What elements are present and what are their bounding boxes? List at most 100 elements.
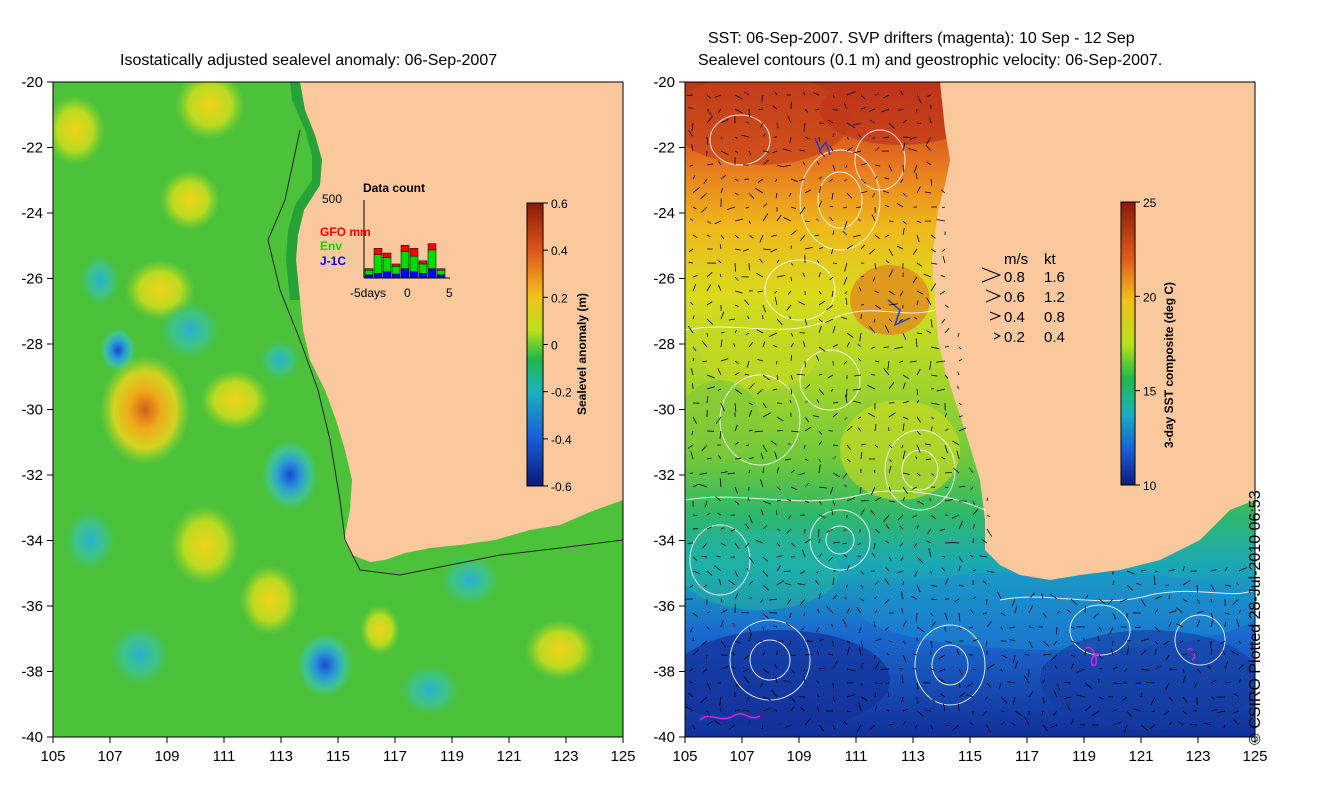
sst-map (685, 82, 1255, 737)
colorbar-tick-label: 25 (1143, 196, 1157, 210)
sst-x-tick-label: 119 (1072, 748, 1096, 765)
sst-colorbar-label: 3-day SST composite (deg C) (1162, 282, 1176, 448)
sst-x-tick-label: 105 (672, 748, 697, 765)
colorbar-tick-label: 20 (1143, 290, 1157, 304)
inset-bar-j1c (391, 273, 401, 279)
legend-j1c: J-1C (320, 254, 346, 268)
inset-bar-j1c (364, 274, 374, 279)
inset-x-left: -5days (350, 286, 386, 300)
inset-ymax: 500 (322, 192, 342, 206)
sla-x-tick-label: 111 (213, 748, 236, 765)
colorbar-tick-label: -0.6 (551, 480, 572, 494)
sst-x-tick-label: 107 (729, 748, 754, 765)
sla-colorbar-label: Sealevel anomaly (m) (575, 293, 589, 415)
inset-bar-gfo (400, 244, 410, 252)
inset-bar-j1c (382, 271, 392, 279)
legend-env: Env (320, 239, 342, 253)
inset-bar-env (409, 255, 419, 273)
sst-y-tick-label: -20 (653, 74, 675, 91)
inset-title: Data count (363, 181, 425, 195)
sla-x-tick-label: 121 (496, 748, 521, 765)
left-panel-title: Isostatically adjusted sealevel anomaly:… (120, 52, 498, 69)
colorbar-tick-label: -0.4 (551, 433, 572, 447)
inset-bar-gfo (373, 248, 383, 255)
sla-x-tick-label: 119 (440, 748, 464, 765)
velocity-ms-value: 0.4 (1004, 309, 1025, 326)
velocity-ms-value: 0.6 (1004, 289, 1025, 306)
sst-y-tick-label: -36 (653, 598, 675, 615)
inset-bar-j1c (373, 273, 383, 279)
colorbar-tick-label: 15 (1143, 385, 1157, 399)
sst-x-tick-label: 117 (1015, 748, 1039, 765)
sla-y-tick-label: -24 (21, 205, 43, 222)
sst-y-tick-label: -40 (653, 729, 675, 746)
right-panel-title-line1: SST: 06-Sep-2007. SVP drifters (magenta)… (708, 30, 1135, 47)
inset-bar-env (364, 269, 374, 276)
inset-bar-gfo (364, 268, 374, 271)
inset-x-right: 5 (446, 286, 453, 300)
inset-bar-env (373, 254, 383, 274)
sst-y-tick-label: -30 (653, 402, 675, 419)
inset-bar-env (427, 249, 437, 269)
velocity-kt-value: 1.6 (1044, 269, 1065, 286)
sst-x-tick-label: 115 (958, 748, 982, 765)
colorbar-tick-label: 0 (551, 339, 558, 353)
sla-x-axis: 105 107 109 111 113 115 117 119 121 123 125 (40, 737, 636, 765)
inset-bar-j1c (409, 271, 419, 279)
sla-y-tick-label: -22 (21, 140, 43, 157)
inset-bar-gfo (409, 248, 419, 257)
sst-y-tick-label: -24 (653, 205, 675, 222)
sst-x-tick-label: 109 (786, 748, 811, 765)
sst-x-axis: 105 107 109 111 113 115 117 119 121 123 125 (672, 737, 1268, 765)
data-count-inset: Data count 500 GFO mm Env J-1C -5days 0 … (320, 181, 453, 300)
velocity-kt-value: 1.2 (1044, 289, 1065, 306)
right-panel-title-line2: Sealevel contours (0.1 m) and geostrophi… (698, 52, 1163, 69)
velocity-header-ms: m/s (1004, 251, 1028, 268)
sla-y-axis: -20 -22 -24 -26 -28 -30 -32 -34 -36 -38 -40 (21, 74, 53, 746)
inset-bar-j1c (427, 268, 437, 279)
sst-y-tick-label: -32 (653, 467, 675, 484)
sst-y-tick-label: -26 (653, 271, 675, 288)
velocity-ms-value: 0.8 (1004, 269, 1025, 286)
sst-x-tick-label: 111 (845, 748, 868, 765)
sla-x-tick-label: 105 (40, 748, 65, 765)
velocity-legend: m/s kt 0.8 1.6 0.6 1.2 0.4 0.8 0.2 0.4 (981, 251, 1065, 346)
sla-y-tick-label: -38 (21, 664, 43, 681)
sst-y-tick-label: -28 (653, 336, 675, 353)
inset-bar-env (382, 257, 392, 273)
sla-y-tick-label: -28 (21, 336, 43, 353)
inset-bar-j1c (436, 274, 446, 279)
sst-x-tick-label: 123 (1185, 748, 1210, 765)
sst-x-tick-label: 125 (1242, 748, 1267, 765)
inset-bar-j1c (400, 268, 410, 279)
sla-x-tick-label: 117 (383, 748, 407, 765)
inset-x-mid: 0 (404, 286, 411, 300)
sla-y-tick-label: -20 (21, 74, 43, 91)
sst-y-tick-label: -38 (653, 664, 675, 681)
sla-y-tick-label: -34 (21, 533, 43, 550)
sst-x-tick-label: 113 (901, 748, 925, 765)
sla-x-tick-label: 107 (97, 748, 122, 765)
inset-bar-gfo (382, 252, 392, 258)
velocity-kt-value: 0.8 (1044, 309, 1065, 326)
credit-text: © CSIRO Plotted 28-Jul-2010 06:53 (1247, 490, 1264, 745)
velocity-ms-value: 0.2 (1004, 329, 1025, 346)
sla-x-tick-label: 109 (154, 748, 179, 765)
colorbar-tick-label: -0.2 (551, 386, 572, 400)
sla-x-tick-label: 115 (326, 748, 350, 765)
colorbar-tick-label: 0.6 (551, 197, 568, 211)
sla-x-tick-label: 125 (610, 748, 635, 765)
inset-bar-gfo (436, 268, 446, 271)
colorbar-tick-label: 10 (1143, 479, 1157, 493)
sla-colorbar: 0.6 0.4 0.2 0 -0.2 -0.4 -0.6 Sealevel anomaly … (526, 197, 589, 494)
inset-bar-gfo (418, 260, 428, 265)
sst-y-tick-label: -34 (653, 533, 675, 550)
inset-bar-env (391, 266, 401, 275)
inset-bar-env (400, 251, 410, 269)
sst-colorbar: 25 20 15 10 3-day SST composite (deg C) (1120, 196, 1176, 493)
inset-bar-env (436, 269, 446, 276)
legend-gfo: GFO mm (320, 225, 371, 239)
sla-y-tick-label: -40 (21, 729, 43, 746)
colorbar-tick-label: 0.2 (551, 291, 568, 305)
